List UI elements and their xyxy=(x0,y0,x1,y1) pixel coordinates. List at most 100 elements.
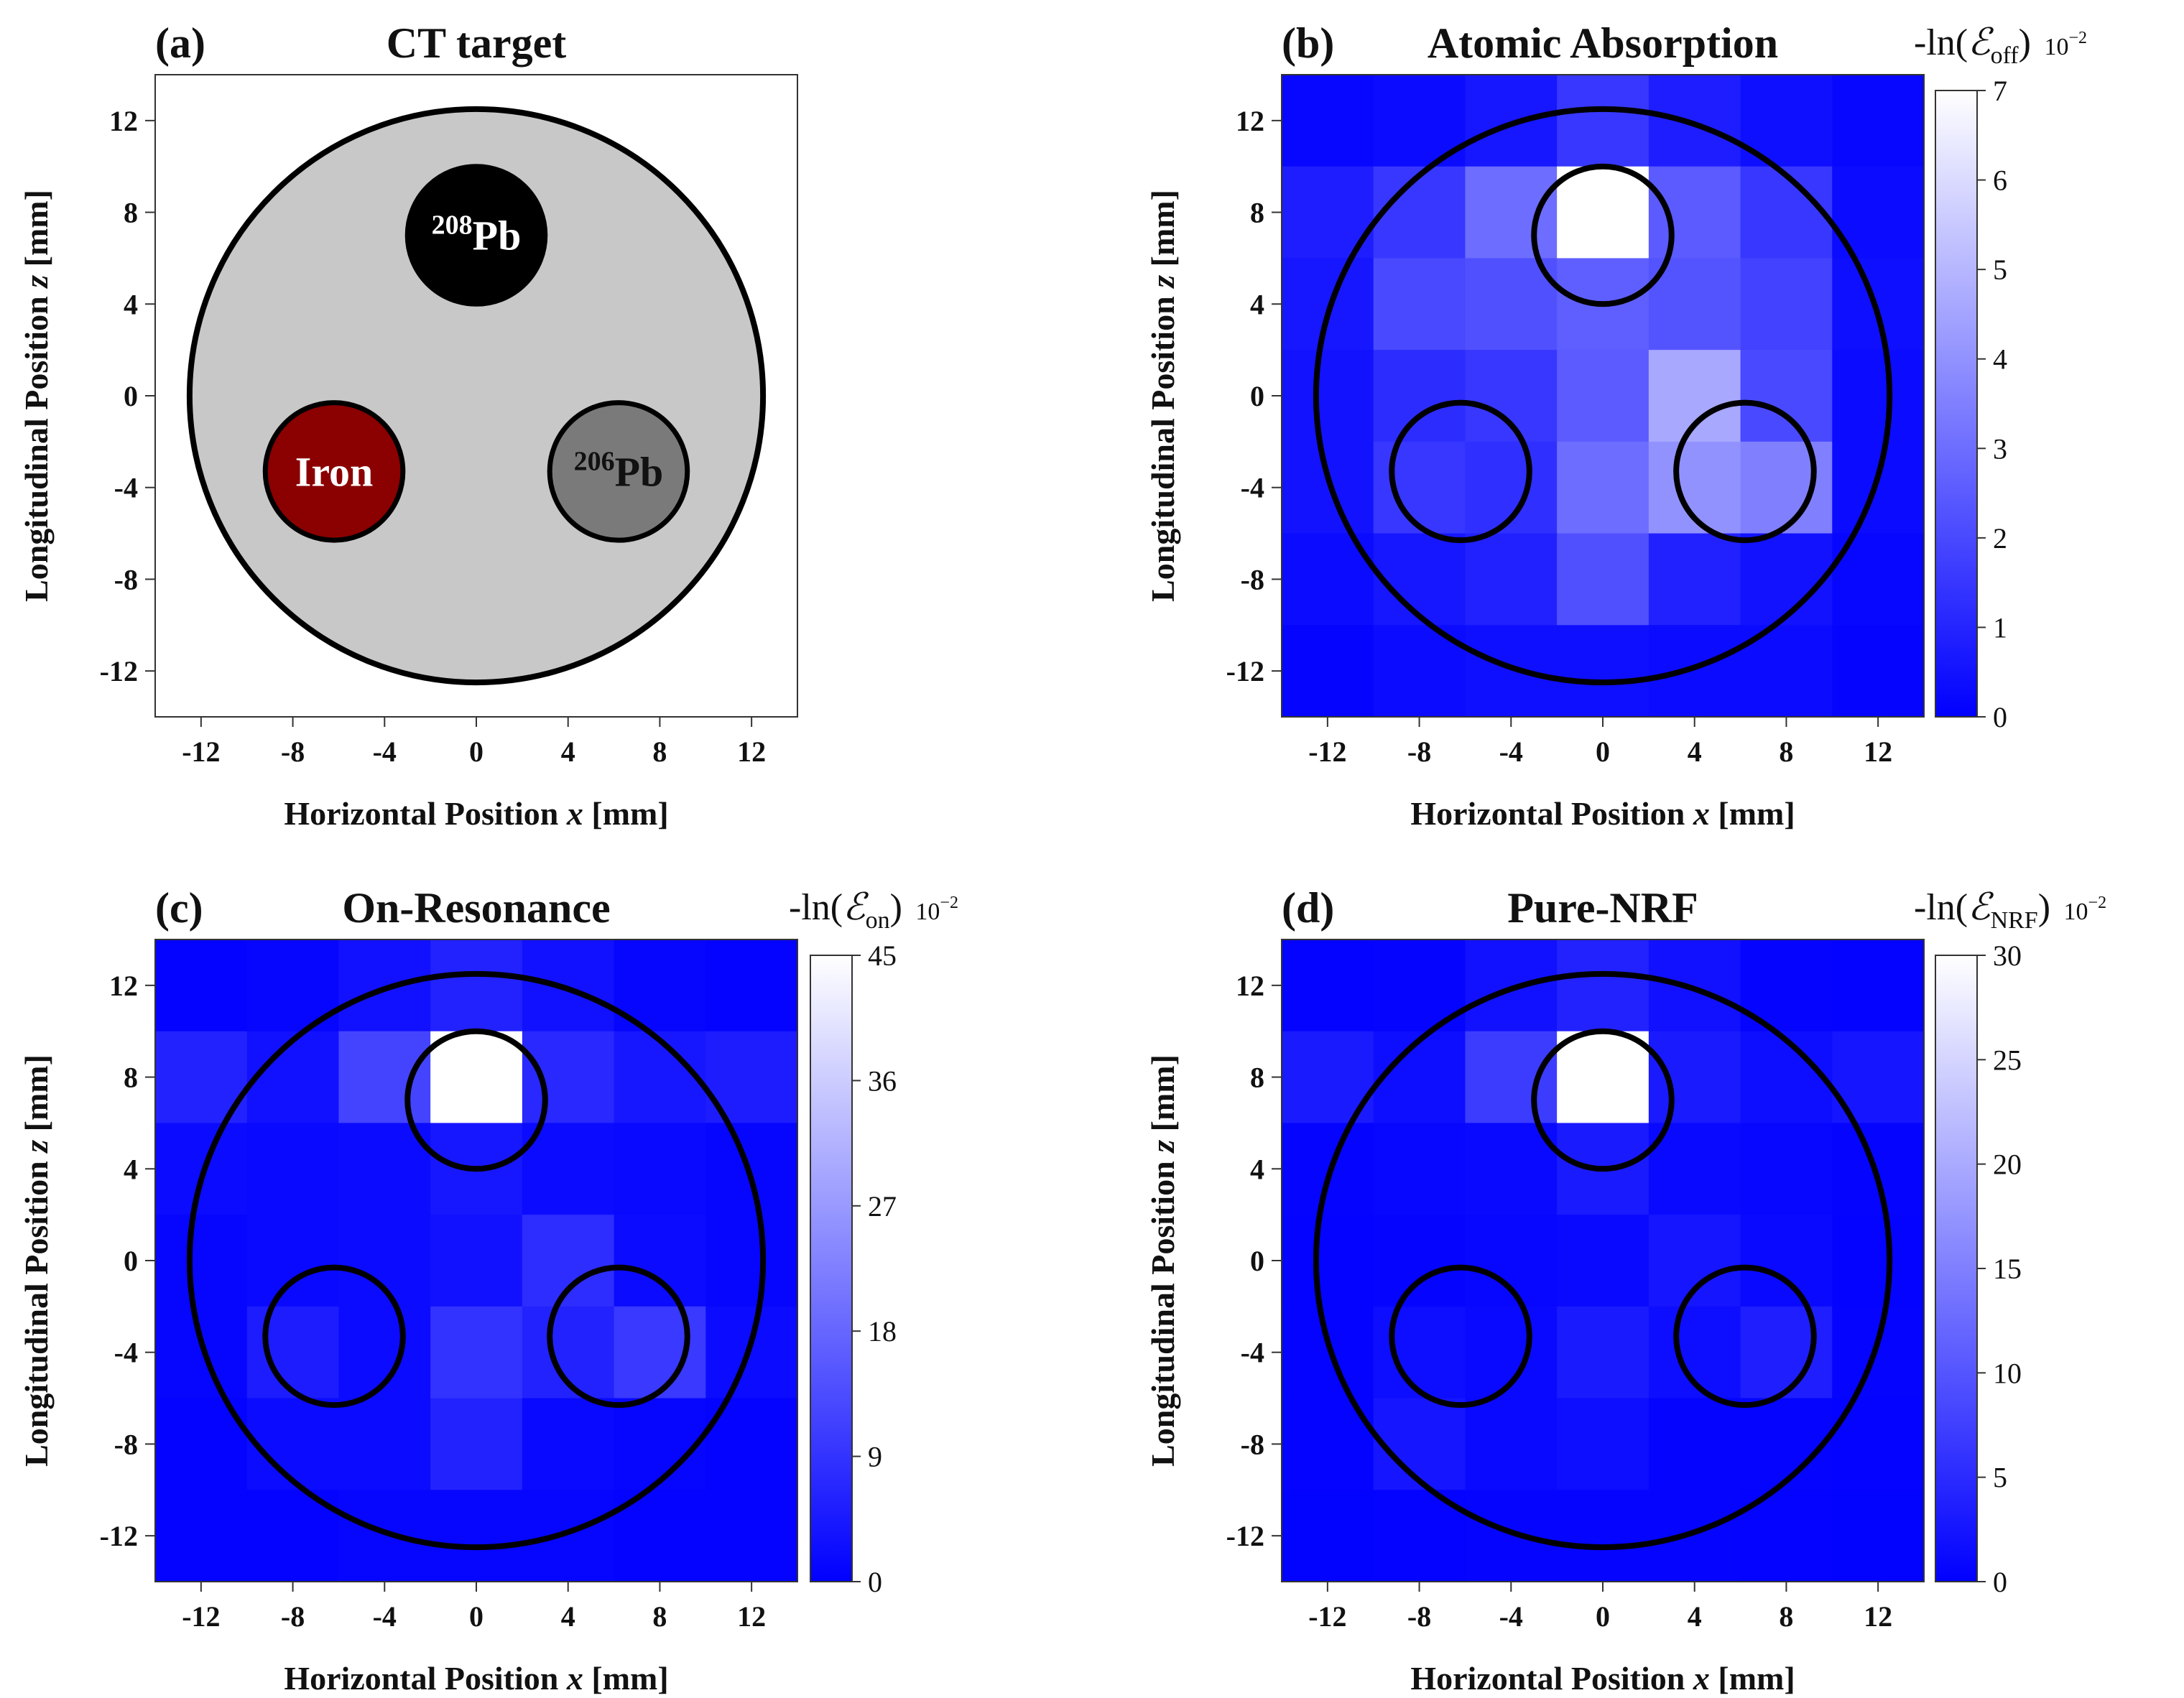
colorbar-tick-label: 5 xyxy=(1993,1462,2007,1494)
y-axis-title-suffix: [mm] xyxy=(1144,1054,1181,1140)
rod-pb206 xyxy=(547,400,690,543)
heatmap-cell xyxy=(338,1031,431,1123)
heatmap-cell xyxy=(1282,940,1374,1032)
x-tick-label: 0 xyxy=(469,1600,483,1633)
heatmap-cell xyxy=(1373,1123,1466,1215)
x-tick-label: -8 xyxy=(281,736,305,768)
panel-title: On-Resonance xyxy=(342,884,610,932)
heatmap-cell xyxy=(614,1215,706,1307)
heatmap-cell xyxy=(522,1123,615,1215)
y-tick-label: 12 xyxy=(1236,970,1264,1002)
colorbar-tick-label: 0 xyxy=(1993,1566,2007,1598)
colorbar-tick-label: 6 xyxy=(1993,164,2007,197)
heatmap-cell xyxy=(1373,258,1466,351)
colorbar-tick-label: 30 xyxy=(1993,940,2022,972)
colorbar-title-subscript: NRF xyxy=(1991,907,2038,934)
y-axis-title: Longitudinal Position z [mm] xyxy=(18,190,55,602)
heatmap-cell xyxy=(1465,1123,1558,1215)
y-tick-label: 12 xyxy=(109,970,138,1002)
y-tick-label: 12 xyxy=(109,105,138,137)
y-tick-label: 8 xyxy=(124,1062,138,1094)
x-tick-label: -8 xyxy=(281,1600,305,1633)
heatmap-cell xyxy=(1465,166,1558,259)
heatmap-cell xyxy=(522,1031,615,1123)
colorbar-tick-label: 3 xyxy=(1993,432,2007,465)
y-axis-title-suffix: [mm] xyxy=(18,1054,55,1140)
rod-element: Pb xyxy=(473,213,522,259)
heatmap-cell xyxy=(1557,533,1649,626)
colorbar-unit-exponent: −2 xyxy=(940,894,958,912)
panel-c: -12 -8 -4 0 4 8 12 -12 -8 -4 0 4 8 12 (c) On-Resonance H… xyxy=(18,884,958,1697)
heatmap-cell xyxy=(1373,441,1466,534)
heatmap-cell xyxy=(522,940,615,1032)
heatmap-cell xyxy=(155,1490,248,1582)
heatmap-cell xyxy=(1648,1398,1741,1490)
rod-element: Iron xyxy=(295,448,374,495)
colorbar-title: -ln(ℰon) 10−2 xyxy=(789,887,958,934)
heatmap-cell xyxy=(522,1398,615,1490)
rod-isotope-sup: 206 xyxy=(574,446,615,476)
rod-outline xyxy=(1389,1264,1532,1409)
heatmap-cell xyxy=(1740,258,1833,351)
colorbar-title-symbol: ℰ xyxy=(1968,22,1994,63)
y-axis-variable: z xyxy=(1144,275,1181,289)
rod-iron xyxy=(262,400,406,543)
heatmap-cell xyxy=(1648,1031,1741,1123)
heatmap-cell xyxy=(1465,1031,1558,1123)
rod-outline xyxy=(547,1264,690,1409)
colorbar-tick-label: 25 xyxy=(1993,1044,2022,1076)
x-tick-label: -12 xyxy=(182,1600,220,1633)
y-axis-title-suffix: [mm] xyxy=(18,190,55,275)
heatmap-cell xyxy=(1648,940,1741,1032)
colorbar-tick-label: 10 xyxy=(1993,1357,2022,1389)
heatmap-cell xyxy=(1557,1215,1649,1307)
heatmap-cell xyxy=(1832,75,1925,167)
x-tick-label: 8 xyxy=(652,1600,667,1633)
heatmap-cell xyxy=(1557,75,1649,167)
heatmap-cell xyxy=(1740,1398,1833,1490)
rod-element: Pb xyxy=(615,448,664,495)
colorbar-title-prefix: -ln( xyxy=(1914,887,1968,928)
colorbar-tick-label: 15 xyxy=(1993,1253,2022,1285)
x-tick-label: 12 xyxy=(737,1600,766,1633)
x-tick-label: 4 xyxy=(561,1600,575,1633)
x-tick-label: 0 xyxy=(1596,1600,1610,1633)
colorbar-tick-label: 18 xyxy=(868,1315,897,1347)
x-axis-title: Horizontal Position x [mm] xyxy=(284,795,668,832)
heatmap-cell xyxy=(1648,258,1741,351)
heatmap-cell xyxy=(614,1031,706,1123)
x-tick-label: 12 xyxy=(1864,736,1892,768)
heatmap-cell xyxy=(1557,940,1649,1032)
colorbar-title-subscript: off xyxy=(1991,42,2019,69)
rod-label-pb208: 208Pb xyxy=(432,210,522,259)
x-tick-label: -12 xyxy=(1308,736,1346,768)
x-tick-label: 8 xyxy=(1779,736,1793,768)
y-tick-label: 4 xyxy=(124,288,138,320)
heatmap-cell xyxy=(1282,1306,1374,1399)
x-tick-label: 8 xyxy=(652,736,667,768)
heatmap-cell xyxy=(1282,1123,1374,1215)
heatmap-cell xyxy=(1557,1398,1649,1490)
y-tick-label: -12 xyxy=(1226,655,1264,687)
heatmap-cell xyxy=(1373,1306,1466,1399)
heatmap-cell xyxy=(430,1398,523,1490)
colorbar-title-prefix: -ln( xyxy=(1914,22,1968,63)
heatmap-cell xyxy=(1740,1306,1833,1399)
y-tick-label: 12 xyxy=(1236,105,1264,137)
heatmap-cell xyxy=(1557,625,1649,718)
colorbar-tick-label: 2 xyxy=(1993,522,2007,555)
phantom-outline xyxy=(186,970,767,1551)
panel-title: Atomic Absorption xyxy=(1428,19,1778,67)
colorbar: 0 9 18 27 36 45 -ln(ℰon) 10−2 xyxy=(789,887,958,1598)
panel-title: Pure-NRF xyxy=(1507,884,1698,932)
colorbar-title-subscript: on xyxy=(866,907,890,934)
x-axis-variable: x xyxy=(566,795,583,832)
heatmap-cell xyxy=(1832,1215,1925,1307)
y-tick-label: -4 xyxy=(1241,1337,1264,1369)
y-axis-variable: z xyxy=(18,1140,55,1154)
colorbar: 0 1 2 3 4 5 6 7 -ln(ℰoff) 10−2 xyxy=(1914,22,2087,733)
heatmap-cell xyxy=(1282,625,1374,718)
heatmap-cell xyxy=(246,1123,339,1215)
x-tick-label: -12 xyxy=(182,736,220,768)
